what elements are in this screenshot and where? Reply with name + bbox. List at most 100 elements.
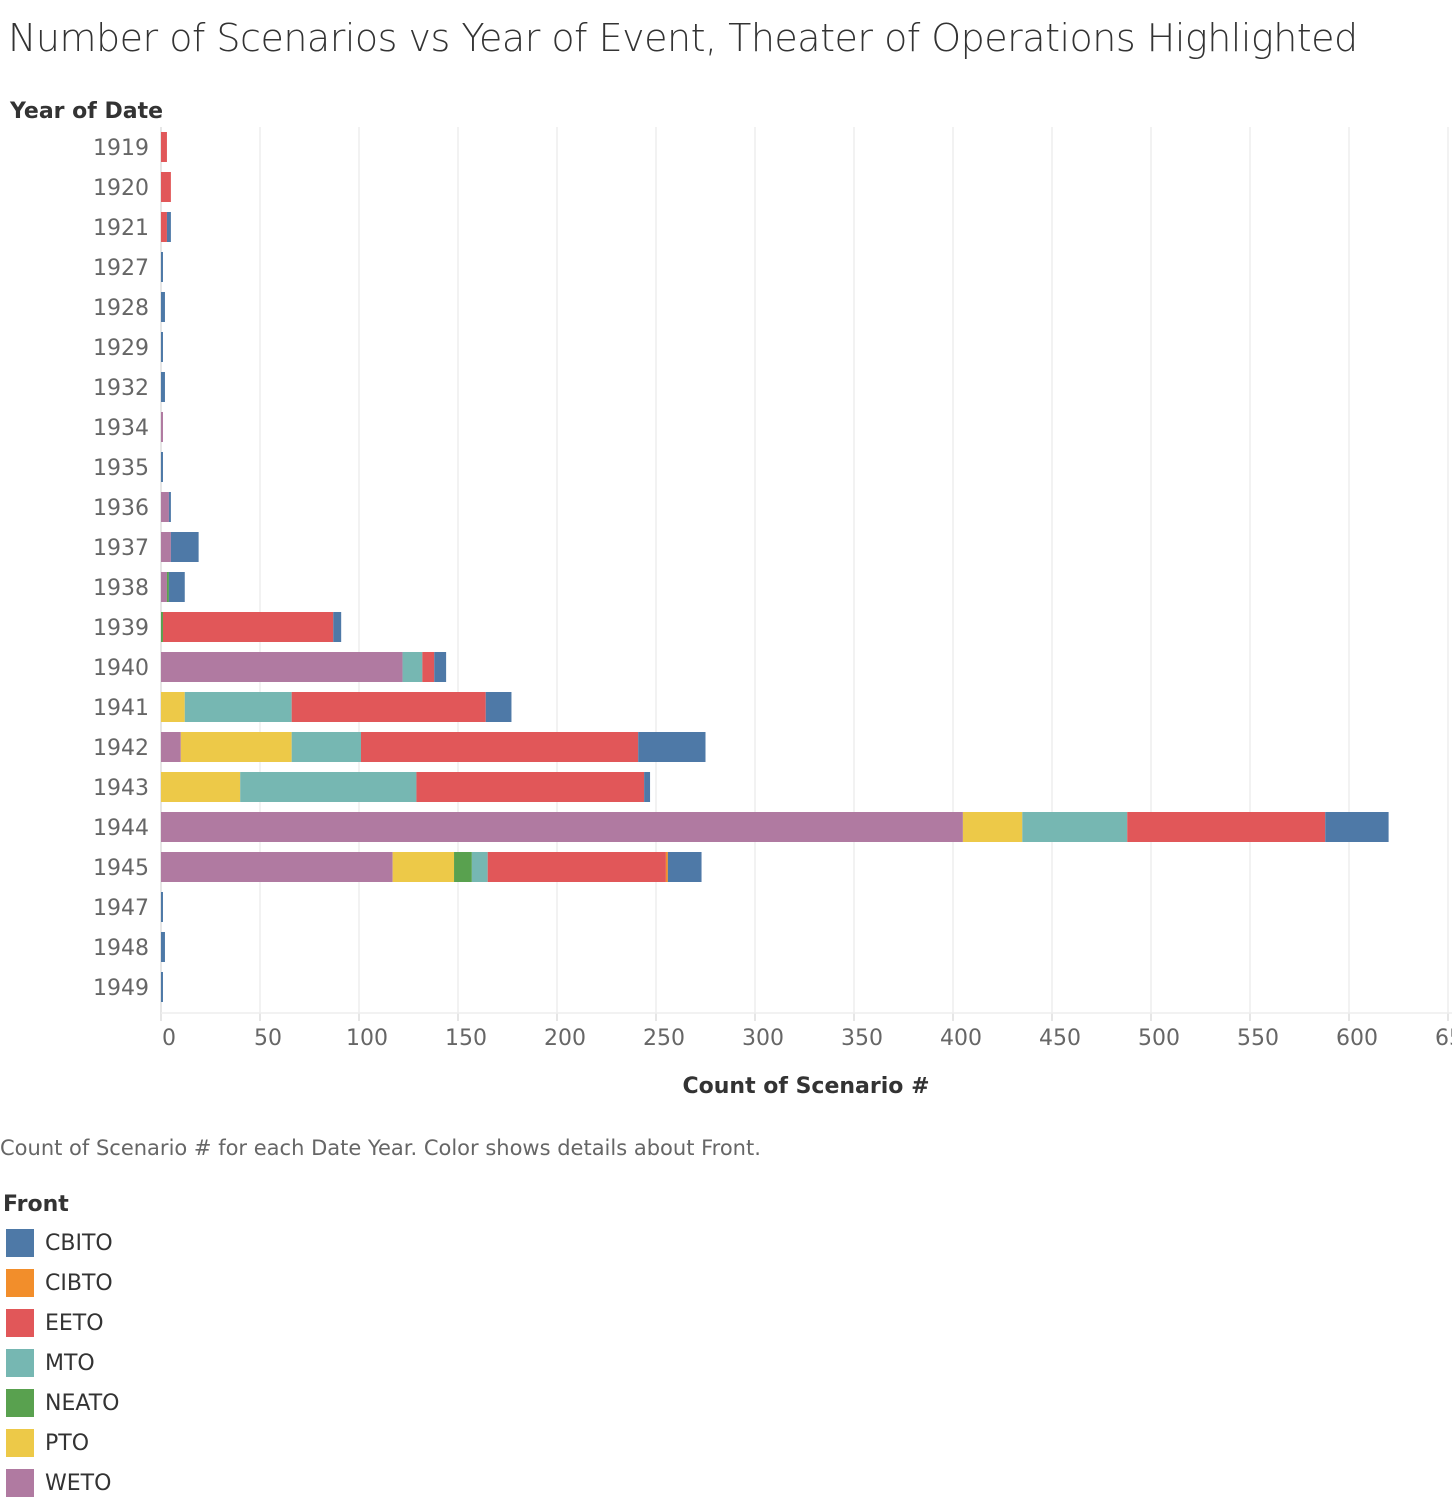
y-tick-label: 1942 (93, 736, 149, 761)
y-tick-label: 1934 (93, 416, 149, 441)
bar-segment-cbito-1941 (485, 692, 512, 722)
x-tick-label: 300 (742, 1026, 784, 1051)
bar-segment-eeto-1919 (161, 132, 167, 162)
x-tick-label: 100 (346, 1026, 388, 1051)
legend-item-neato[interactable]: NEATO (3, 1383, 119, 1423)
y-tick-label: 1940 (93, 656, 149, 681)
bar-segment-cbito-1949 (161, 972, 163, 1002)
legend-swatch (6, 1309, 34, 1337)
bar-segment-cbito-1943 (644, 772, 651, 802)
bar-segment-mto-1940 (402, 652, 423, 682)
x-tick-label: 650 (1435, 1026, 1452, 1051)
bar-segment-cbito-1947 (161, 892, 163, 922)
bar-segment-weto-1934 (161, 412, 163, 442)
legend-swatch (6, 1269, 34, 1297)
y-tick-label: 1932 (93, 376, 149, 401)
legend-label: PTO (45, 1430, 90, 1456)
legend-label: CBITO (45, 1230, 113, 1256)
bar-segment-neato-1939 (161, 612, 163, 642)
x-tick-label: 400 (940, 1026, 982, 1051)
bar-segment-cbito-1939 (333, 612, 342, 642)
y-tick-label: 1945 (93, 856, 149, 881)
x-tick-label: 450 (1039, 1026, 1081, 1051)
bar-segment-weto-1942 (161, 732, 181, 762)
legend-title: Front (3, 1192, 69, 1217)
bar-segment-eeto-1921 (161, 212, 167, 242)
x-tick-label: 350 (841, 1026, 883, 1051)
bar-segment-cbito-1935 (161, 452, 163, 482)
bar-segment-cibto-1945 (665, 852, 668, 882)
legend-item-cbito[interactable]: CBITO (3, 1223, 119, 1263)
legend-item-mto[interactable]: MTO (3, 1343, 119, 1383)
x-tick-label: 0 (162, 1026, 176, 1051)
y-tick-label: 1947 (93, 896, 149, 921)
legend-item-eeto[interactable]: EETO (3, 1303, 119, 1343)
bar-segment-cbito-1945 (667, 852, 702, 882)
bar-segment-mto-1945 (471, 852, 488, 882)
bar-segment-mto-1943 (240, 772, 417, 802)
y-tick-label: 1939 (93, 616, 149, 641)
bar-segment-weto-1940 (161, 652, 403, 682)
bar-segment-eeto-1945 (487, 852, 666, 882)
bar-segment-cbito-1938 (168, 572, 185, 602)
y-tick-label: 1948 (93, 936, 149, 961)
y-tick-label: 1941 (93, 696, 149, 721)
bar-segment-mto-1942 (291, 732, 361, 762)
chart-caption: Count of Scenario # for each Date Year. … (0, 1136, 761, 1160)
bar-segment-pto-1945 (392, 852, 455, 882)
bar-segment-eeto-1941 (291, 692, 486, 722)
bar-segment-cbito-1929 (161, 332, 163, 362)
bar-segment-eeto-1940 (422, 652, 435, 682)
y-tick-label: 1929 (93, 336, 149, 361)
y-tick-label: 1949 (93, 976, 149, 1001)
x-tick-label: 150 (445, 1026, 487, 1051)
y-tick-label: 1935 (93, 456, 149, 481)
y-tick-label: 1920 (93, 176, 149, 201)
bar-segment-cbito-1927 (161, 252, 163, 282)
x-tick-label: 500 (1138, 1026, 1180, 1051)
bar-segment-cbito-1928 (161, 292, 165, 322)
chart-title: Number of Scenarios vs Year of Event, Th… (8, 16, 1358, 60)
bar-segment-cbito-1932 (161, 372, 165, 402)
legend-label: MTO (45, 1350, 95, 1376)
bar-segment-cbito-1921 (166, 212, 171, 242)
x-tick-label: 550 (1237, 1026, 1279, 1051)
x-tick-label: 250 (643, 1026, 685, 1051)
legend-label: WETO (45, 1470, 112, 1496)
bar-segment-cbito-1937 (170, 532, 199, 562)
legend-label: CIBTO (45, 1270, 113, 1296)
legend-item-cibto[interactable]: CIBTO (3, 1263, 119, 1303)
x-tick-label: 200 (544, 1026, 586, 1051)
bar-segment-eeto-1944 (1127, 812, 1326, 842)
bar-segment-cbito-1948 (161, 932, 165, 962)
bar-segment-weto-1945 (161, 852, 393, 882)
legend-label: EETO (45, 1310, 104, 1336)
bar-segment-neato-1938 (166, 572, 169, 602)
y-tick-label: 1928 (93, 296, 149, 321)
legend-swatch (6, 1349, 34, 1377)
legend: Front CBITO CIBTO EETO MTO NEATO PTO WETO (3, 1192, 119, 1503)
bar-segment-weto-1937 (161, 532, 171, 562)
y-axis-title: Year of Date (9, 99, 163, 124)
bar-segment-mto-1944 (1022, 812, 1128, 842)
bar-segment-pto-1944 (962, 812, 1023, 842)
y-tick-label: 1919 (93, 136, 149, 161)
bar-segment-cbito-1944 (1325, 812, 1389, 842)
bar-segment-neato-1945 (454, 852, 472, 882)
y-tick-label: 1937 (93, 536, 149, 561)
bar-segment-pto-1942 (180, 732, 292, 762)
x-axis-title: Count of Scenario # (682, 1074, 929, 1099)
y-tick-label: 1938 (93, 576, 149, 601)
bar-segment-pto-1943 (161, 772, 241, 802)
y-tick-label: 1936 (93, 496, 149, 521)
bar-segment-eeto-1942 (360, 732, 639, 762)
bar-segment-weto-1936 (161, 492, 169, 522)
x-tick-label: 50 (254, 1026, 282, 1051)
bar-segment-mto-1941 (184, 692, 292, 722)
legend-swatch (6, 1429, 34, 1457)
y-tick-label: 1944 (93, 816, 149, 841)
legend-item-pto[interactable]: PTO (3, 1423, 119, 1463)
legend-item-weto[interactable]: WETO (3, 1463, 119, 1503)
legend-label: NEATO (45, 1390, 120, 1416)
bar-segment-cbito-1942 (638, 732, 706, 762)
